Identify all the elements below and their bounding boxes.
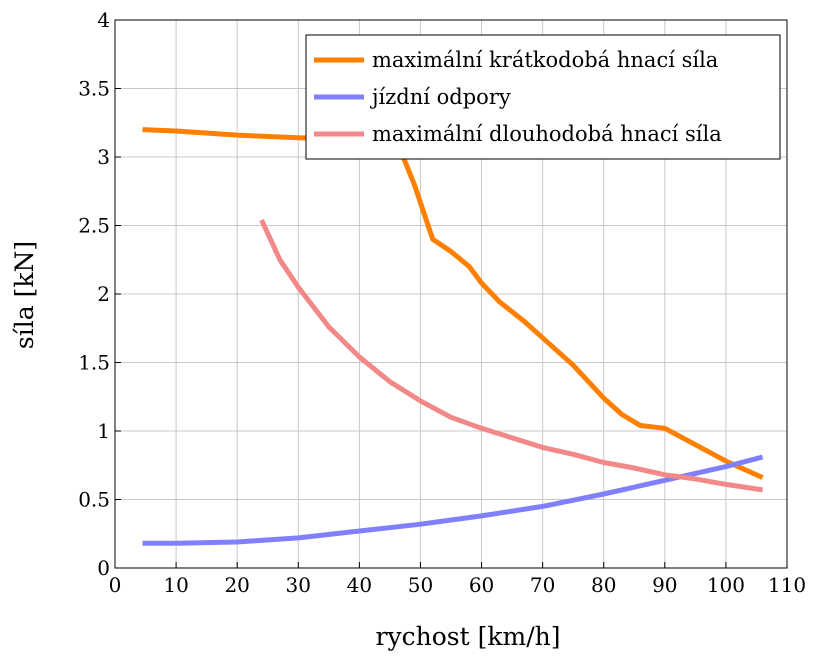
y-tick-label: 2 xyxy=(97,282,110,306)
y-tick-label: 3.5 xyxy=(78,77,110,101)
y-tick-label: 1.5 xyxy=(78,351,110,375)
legend-label-3: maximální dlouhodobá hnací síla xyxy=(372,122,722,146)
x-tick-label: 100 xyxy=(707,573,745,597)
x-tick-label: 110 xyxy=(768,573,806,597)
x-tick-label: 20 xyxy=(224,573,249,597)
legend-label-1: maximální krátkodobá hnací síla xyxy=(372,48,718,72)
x-tick-label: 30 xyxy=(286,573,311,597)
y-tick-label: 1 xyxy=(97,419,110,443)
y-tick-label: 4 xyxy=(97,8,110,32)
x-tick-label: 80 xyxy=(591,573,616,597)
plot-frame xyxy=(114,19,788,569)
y-tick-label: 0 xyxy=(97,556,110,580)
x-tick-label: 40 xyxy=(347,573,372,597)
x-tick-label: 60 xyxy=(469,573,494,597)
y-axis-title: síla [kN] xyxy=(10,241,39,349)
legend: maximální krátkodobá hnací síla jízdní od… xyxy=(305,34,781,160)
x-tick-label: 50 xyxy=(408,573,433,597)
y-tick-label: 2.5 xyxy=(78,214,110,238)
x-axis-title: rychost [km/h] xyxy=(376,622,561,651)
legend-box xyxy=(305,34,781,160)
series-line-3 xyxy=(259,218,763,493)
x-tick-label: 90 xyxy=(652,573,677,597)
x-tick-label: 0 xyxy=(109,573,122,597)
x-tick-label: 70 xyxy=(530,573,555,597)
tick-labels: 0 10 20 30 40 50 60 70 80 90 100 110 0 0.5 1 1.5 2 2.5 3 3.… xyxy=(78,8,806,597)
legend-label-2: jízdní odpory xyxy=(369,85,511,109)
y-tick-label: 3 xyxy=(97,145,110,169)
y-tick-label: 0.5 xyxy=(78,488,110,512)
x-tick-label: 10 xyxy=(163,573,188,597)
